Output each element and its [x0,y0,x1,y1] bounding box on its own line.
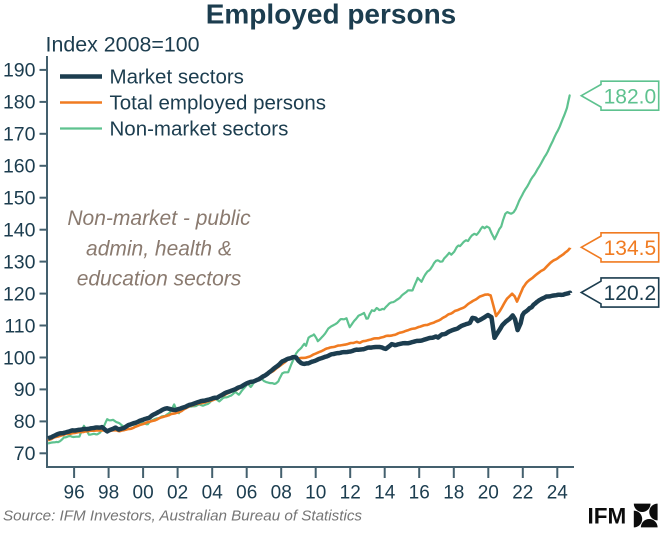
svg-text:22: 22 [512,483,533,504]
svg-text:12: 12 [340,483,361,504]
svg-text:10: 10 [305,483,326,504]
svg-text:Employed persons: Employed persons [206,0,457,30]
svg-text:00: 00 [133,483,154,504]
svg-text:16: 16 [409,483,430,504]
svg-text:24: 24 [547,483,569,504]
svg-text:98: 98 [98,483,119,504]
svg-text:80: 80 [14,411,36,433]
svg-text:170: 170 [3,124,36,146]
svg-text:120.2: 120.2 [604,282,657,305]
svg-text:Non-market sectors: Non-market sectors [110,118,289,141]
svg-text:134.5: 134.5 [604,237,657,260]
svg-text:90: 90 [14,379,36,401]
svg-text:140: 140 [3,220,36,242]
svg-text:18: 18 [443,483,464,504]
svg-text:04: 04 [202,483,224,504]
svg-text:160: 160 [3,156,36,178]
svg-text:96: 96 [64,483,85,504]
svg-text:IFM: IFM [588,503,627,528]
svg-text:110: 110 [4,315,35,337]
svg-text:120: 120 [3,283,36,305]
svg-text:education sectors: education sectors [77,268,242,291]
svg-text:150: 150 [3,188,36,210]
svg-text:180: 180 [3,92,36,114]
svg-text:Source: IFM Investors, Austral: Source: IFM Investors, Australian Bureau… [3,507,362,524]
svg-text:admin, health &: admin, health & [86,237,232,260]
svg-text:Index 2008=100: Index 2008=100 [46,33,200,57]
svg-text:14: 14 [374,483,396,504]
svg-text:100: 100 [3,347,36,369]
svg-text:08: 08 [271,483,292,504]
svg-text:130: 130 [3,251,36,273]
svg-text:190: 190 [3,60,36,82]
svg-text:02: 02 [167,483,188,504]
svg-text:182.0: 182.0 [604,85,657,108]
svg-text:Market sectors: Market sectors [110,66,244,89]
svg-text:70: 70 [14,443,36,465]
svg-text:06: 06 [236,483,257,504]
svg-text:Non-market - public: Non-market - public [67,207,251,230]
svg-text:Total employed persons: Total employed persons [110,92,327,115]
svg-text:20: 20 [478,483,499,504]
